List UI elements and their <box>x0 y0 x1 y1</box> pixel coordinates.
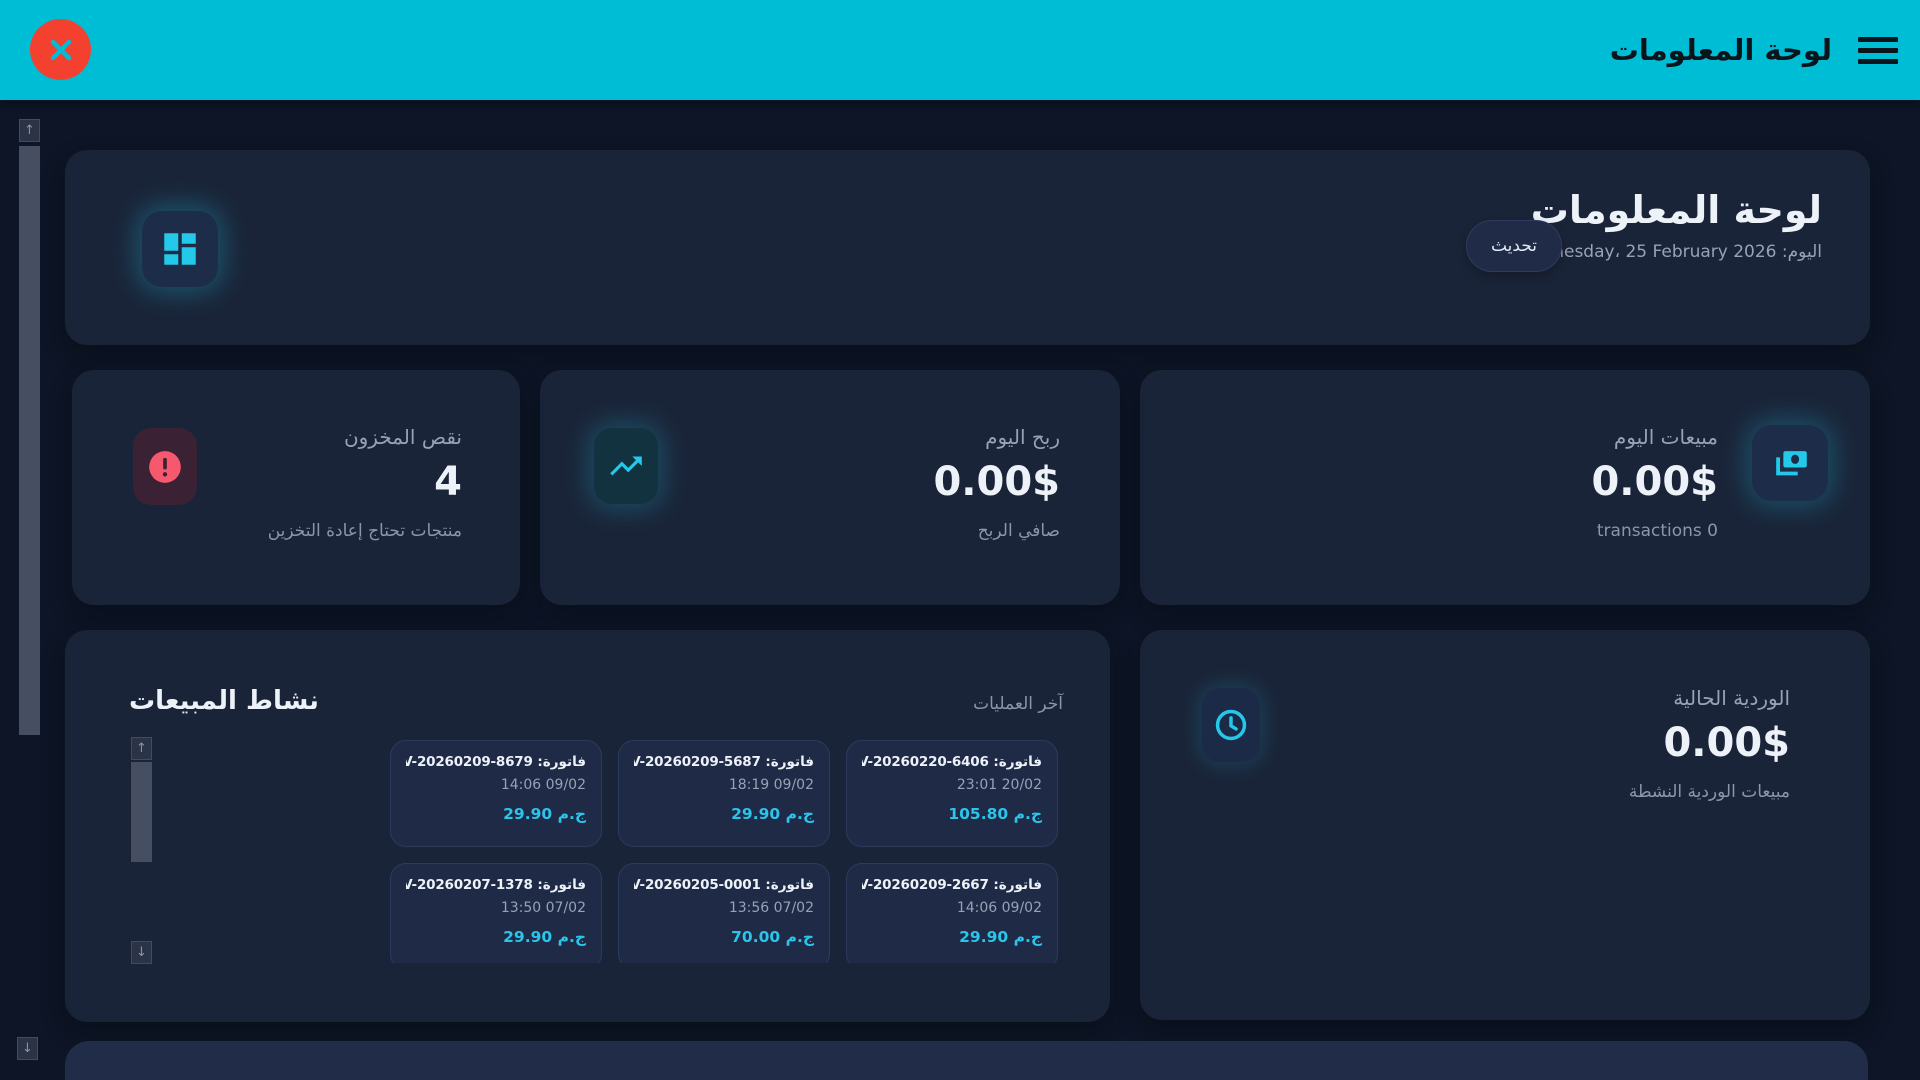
header-date: اليوم: Wednesday، 25 February 2026 <box>1516 242 1822 262</box>
stat-card-low-stock: نقص المخزون 4 منتجات تحتاج إعادة التخزين <box>72 370 520 605</box>
invoice-card[interactable]: فاتورة: INV-20260220-6406 23:01 20/02 10… <box>846 740 1058 847</box>
hamburger-icon[interactable] <box>1858 36 1898 64</box>
invoice-datetime: 14:06 09/02 <box>500 777 586 793</box>
stat-stock-text: نقص المخزون 4 منتجات تحتاج إعادة التخزين <box>268 425 462 605</box>
header-text-group: لوحة المعلومات اليوم: Wednesday، 25 Febr… <box>1516 188 1822 262</box>
stat-sales-subtitle: transactions 0 <box>1596 521 1718 541</box>
invoice-title: فاتورة: INV-20260207-1378 <box>406 877 586 893</box>
invoice-datetime: 13:56 07/02 <box>728 900 814 916</box>
arrow-down-icon: ↓ <box>22 1041 33 1056</box>
banknotes-icon <box>1752 425 1828 501</box>
stat-stock-label: نقص المخزون <box>343 425 462 449</box>
invoice-title: فاتورة: INV-20260205-0001 <box>634 877 814 893</box>
invoice-number: INV-20260209-5687 <box>634 754 761 770</box>
invoice-number: INV-20260209-8679 <box>406 754 533 770</box>
stat-sales-label: مبيعات اليوم <box>1613 425 1718 449</box>
invoice-amount: 29.90 ج.م <box>503 805 586 823</box>
shift-value: 0.00$ <box>1663 720 1790 766</box>
shift-label: الوردية الحالية <box>1673 686 1790 710</box>
alert-circle-icon <box>133 428 197 505</box>
invoice-amount: 105.80 ج.م <box>948 805 1042 823</box>
refresh-button[interactable]: تحديث <box>1466 220 1562 272</box>
invoice-title: فاتورة: INV-20260209-5687 <box>634 754 814 770</box>
invoice-label: فاتورة: <box>537 877 586 893</box>
page-scroll-down-button[interactable]: ↓ <box>17 1037 38 1060</box>
invoice-number: INV-20260209-2667 <box>862 877 989 893</box>
sales-activity-header: آخر العمليات نشاط المبيعات <box>65 630 1110 716</box>
next-section-card-partial <box>65 1041 1868 1080</box>
invoice-title: فاتورة: INV-20260209-8679 <box>406 754 586 770</box>
close-x-icon <box>48 37 74 63</box>
invoice-amount: 29.90 ج.م <box>959 928 1042 946</box>
arrow-down-icon: ↓ <box>136 945 147 960</box>
invoice-card[interactable]: فاتورة: INV-20260209-2667 14:06 09/02 29… <box>846 863 1058 963</box>
header-card: لوحة المعلومات اليوم: Wednesday، 25 Febr… <box>65 150 1870 345</box>
topbar: لوحة المعلومات <box>0 0 1920 100</box>
stat-card-sales-today: مبيعات اليوم 0.00$ transactions 0 <box>1140 370 1870 605</box>
invoice-card[interactable]: فاتورة: INV-20260207-1378 13:50 07/02 29… <box>390 863 602 963</box>
stat-stock-value: 4 <box>434 459 462 505</box>
invoice-title: فاتورة: INV-20260209-2667 <box>862 877 1042 893</box>
close-button[interactable] <box>30 19 91 80</box>
stat-sales-text: مبيعات اليوم 0.00$ transactions 0 <box>1591 425 1718 605</box>
invoice-number: INV-20260207-1378 <box>406 877 533 893</box>
dashboard-grid-icon <box>142 211 218 287</box>
invoice-number: INV-20260205-0001 <box>634 877 761 893</box>
activity-scroll-down-button[interactable]: ↓ <box>131 941 152 964</box>
invoice-datetime: 23:01 20/02 <box>956 777 1042 793</box>
stat-card-profit-today: ربح اليوم 0.00$ صافي الربح <box>540 370 1120 605</box>
arrow-up-icon: ↑ <box>24 123 35 138</box>
arrow-up-icon: ↑ <box>136 741 147 756</box>
page-title: لوحة المعلومات <box>1530 188 1822 232</box>
trending-up-icon <box>594 428 658 504</box>
invoice-card[interactable]: فاتورة: INV-20260209-8679 14:06 09/02 29… <box>390 740 602 847</box>
stat-profit-value: 0.00$ <box>933 459 1060 505</box>
latest-operations-label: آخر العمليات <box>973 694 1063 714</box>
invoice-datetime: 13:50 07/02 <box>500 900 586 916</box>
invoice-datetime: 14:06 09/02 <box>956 900 1042 916</box>
activity-scrollbar-thumb[interactable] <box>131 762 152 862</box>
page-scrollbar-thumb[interactable] <box>19 146 40 735</box>
invoice-amount: 29.90 ج.م <box>503 928 586 946</box>
sales-activity-panel: آخر العمليات نشاط المبيعات ↑ ↓ فاتورة: I… <box>65 630 1110 1022</box>
stat-profit-label: ربح اليوم <box>985 425 1060 449</box>
invoice-label: فاتورة: <box>993 754 1042 770</box>
invoice-amount: 29.90 ج.م <box>731 805 814 823</box>
page-scroll-up-button[interactable]: ↑ <box>19 119 40 142</box>
activity-scroll-up-button[interactable]: ↑ <box>131 737 152 760</box>
invoice-datetime: 18:19 09/02 <box>728 777 814 793</box>
clock-icon <box>1202 688 1260 762</box>
topbar-right-group: لوحة المعلومات <box>1610 0 1898 100</box>
invoice-label: فاتورة: <box>993 877 1042 893</box>
invoice-label: فاتورة: <box>765 754 814 770</box>
topbar-title: لوحة المعلومات <box>1609 33 1832 67</box>
invoice-title: فاتورة: INV-20260220-6406 <box>862 754 1042 770</box>
date-label: اليوم: <box>1781 241 1822 262</box>
invoice-grid: فاتورة: INV-20260220-6406 23:01 20/02 10… <box>390 740 1058 963</box>
shift-subtitle: مبيعات الوردية النشطة <box>1628 782 1790 802</box>
invoice-card[interactable]: فاتورة: INV-20260209-5687 18:19 09/02 29… <box>618 740 830 847</box>
stat-profit-subtitle: صافي الربح <box>977 521 1060 541</box>
date-value: Wednesday، 25 February 2026 <box>1516 241 1777 262</box>
invoice-card[interactable]: فاتورة: INV-20260205-0001 13:56 07/02 70… <box>618 863 830 963</box>
shift-text: الوردية الحالية 0.00$ مبيعات الوردية الن… <box>1629 686 1790 1020</box>
stat-sales-value: 0.00$ <box>1591 459 1718 505</box>
invoice-label: فاتورة: <box>765 877 814 893</box>
current-shift-panel: الوردية الحالية 0.00$ مبيعات الوردية الن… <box>1140 630 1870 1020</box>
sales-activity-title: نشاط المبيعات <box>129 686 319 716</box>
stat-profit-text: ربح اليوم 0.00$ صافي الربح <box>933 425 1060 605</box>
stat-stock-subtitle: منتجات تحتاج إعادة التخزين <box>267 521 462 541</box>
invoice-number: INV-20260220-6406 <box>862 754 989 770</box>
invoice-amount: 70.00 ج.م <box>731 928 814 946</box>
invoice-label: فاتورة: <box>537 754 586 770</box>
